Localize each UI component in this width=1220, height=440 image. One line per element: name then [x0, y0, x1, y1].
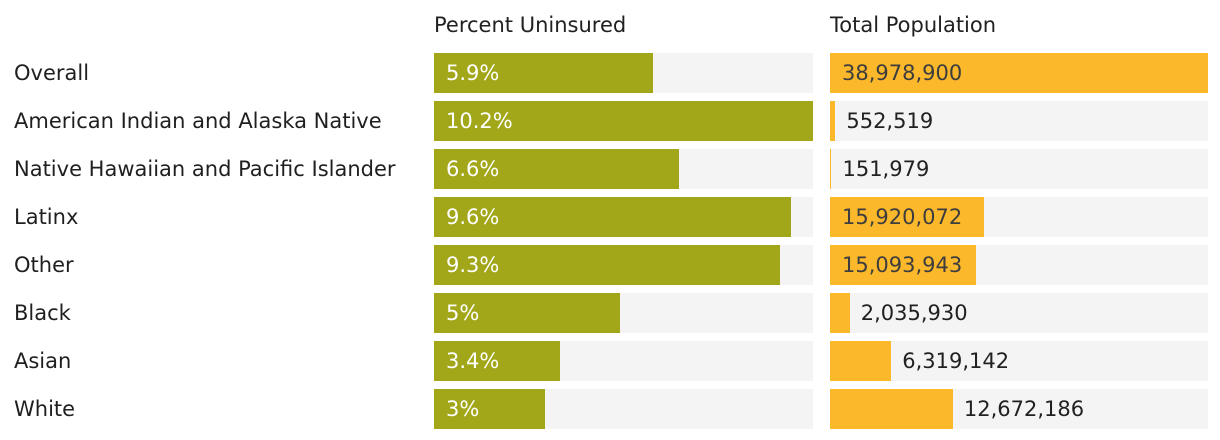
- total-population-track: 15,093,943: [830, 245, 1208, 285]
- category-label: Black: [14, 301, 71, 325]
- chart-row: Latinx 9.6% 15,920,072: [0, 197, 1220, 237]
- percent-uninsured-track: 5.9%: [434, 53, 813, 93]
- column-gap: [813, 293, 830, 333]
- total-population-track: 38,978,900: [830, 53, 1208, 93]
- total-population-track: 151,979: [830, 149, 1208, 189]
- percent-value-label: 5.9%: [446, 61, 500, 85]
- population-value-label: 38,978,900: [842, 61, 963, 85]
- population-value-label: 6,319,142: [902, 349, 1010, 373]
- percent-uninsured-bar: [434, 149, 680, 189]
- percent-uninsured-track: 5%: [434, 293, 813, 333]
- total-population-bar: [830, 101, 836, 141]
- percent-uninsured-track: 10.2%: [434, 101, 813, 141]
- category-header-spacer: [0, 13, 434, 53]
- percent-uninsured-track: 9.3%: [434, 245, 813, 285]
- category-label: Latinx: [14, 205, 79, 229]
- chart-row: Native Hawaiian and Pacific Islander 6.6%…: [0, 149, 1220, 189]
- population-value-label: 552,519: [846, 109, 934, 133]
- total-population-header: Total Population: [830, 13, 997, 37]
- percent-uninsured-track: 3%: [434, 389, 813, 429]
- percent-value-label: 3%: [446, 397, 480, 421]
- population-value-label: 2,035,930: [860, 301, 968, 325]
- percent-uninsured-bar: [434, 245, 780, 285]
- column-gap: [813, 53, 830, 93]
- population-value-label: 12,672,186: [963, 397, 1085, 421]
- total-population-bar: [830, 389, 953, 429]
- total-population-bar: [830, 197, 985, 237]
- percent-value-label: 6.6%: [446, 157, 500, 181]
- percent-uninsured-bar: [434, 197, 791, 237]
- category-label: Native Hawaiian and Pacific Islander: [14, 157, 396, 181]
- percent-uninsured-track: 6.6%: [434, 149, 813, 189]
- column-gap: [813, 13, 830, 53]
- column-gap: [813, 341, 830, 381]
- percent-value-label: 10.2%: [446, 109, 513, 133]
- chart-row: White 3% 12,672,186: [0, 389, 1220, 429]
- percent-value-label: 9.6%: [446, 205, 500, 229]
- total-population-track: 2,035,930: [830, 293, 1208, 333]
- chart-row: Other 9.3% 15,093,943: [0, 245, 1220, 285]
- category-label: Other: [14, 253, 74, 277]
- percent-value-label: 3.4%: [446, 349, 500, 373]
- total-population-track: 12,672,186: [830, 389, 1208, 429]
- total-population-bar: [830, 245, 977, 285]
- percent-value-label: 9.3%: [446, 253, 500, 277]
- category-label: American Indian and Alaska Native: [14, 109, 382, 133]
- total-population-track: 6,319,142: [830, 341, 1208, 381]
- column-gap: [813, 149, 830, 189]
- column-gap: [813, 101, 830, 141]
- percent-value-label: 5%: [446, 301, 480, 325]
- category-label: Overall: [14, 61, 90, 85]
- total-population-bar: [830, 53, 1208, 93]
- percent-uninsured-bar: [434, 389, 546, 429]
- percent-uninsured-bar: [434, 53, 654, 93]
- chart-row: Asian 3.4% 6,319,142: [0, 341, 1220, 381]
- percent-uninsured-bar: [434, 293, 620, 333]
- percent-uninsured-header: Percent Uninsured: [434, 13, 627, 37]
- percent-uninsured-bar: [434, 341, 561, 381]
- total-population-track: 15,920,072: [830, 197, 1208, 237]
- total-population-bar: [830, 293, 850, 333]
- total-population-bar: [830, 341, 892, 381]
- category-label: Asian: [14, 349, 72, 373]
- category-label: White: [14, 397, 76, 421]
- population-value-label: 151,979: [842, 157, 930, 181]
- percent-uninsured-bar: [434, 101, 813, 141]
- column-gap: [813, 389, 830, 429]
- chart-row: Black 5% 2,035,930: [0, 293, 1220, 333]
- column-gap: [813, 197, 830, 237]
- chart-rows: Overall 5.9% 38,978,900 American Indian and…: [0, 53, 1220, 429]
- population-value-label: 15,093,943: [842, 253, 963, 277]
- total-population-bar: [830, 149, 832, 189]
- chart-row: Overall 5.9% 38,978,900: [0, 53, 1220, 93]
- chart-row: American Indian and Alaska Native 10.2% 55…: [0, 101, 1220, 141]
- percent-uninsured-track: 9.6%: [434, 197, 813, 237]
- population-value-label: 15,920,072: [842, 205, 963, 229]
- column-gap: [813, 245, 830, 285]
- column-headers: Percent Uninsured Total Population: [0, 0, 1220, 53]
- percent-uninsured-track: 3.4%: [434, 341, 813, 381]
- total-population-track: 552,519: [830, 101, 1208, 141]
